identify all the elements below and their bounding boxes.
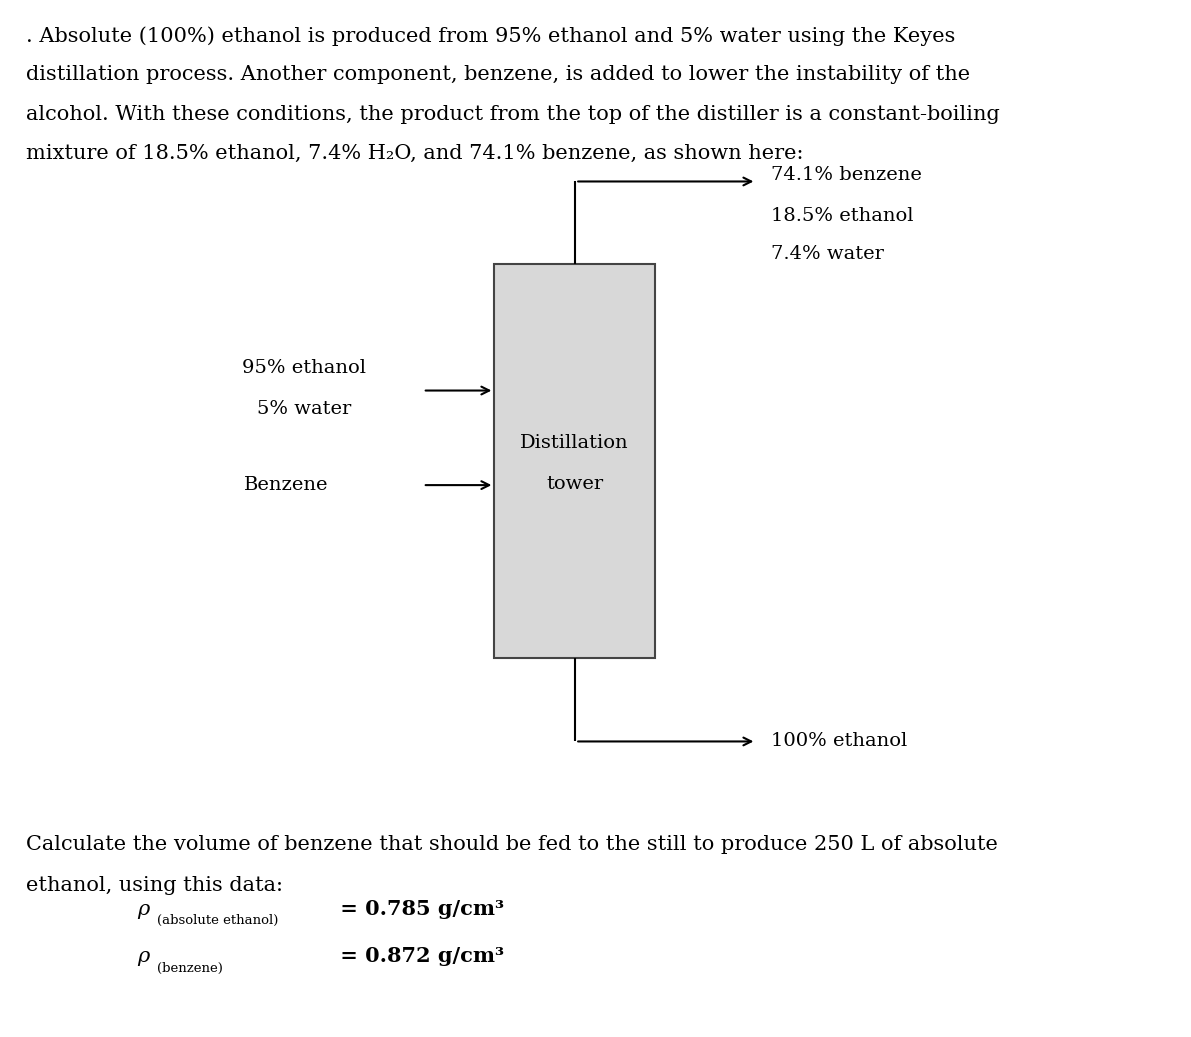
Text: 18.5% ethanol: 18.5% ethanol bbox=[771, 206, 913, 225]
Text: = 0.785 g/cm³: = 0.785 g/cm³ bbox=[333, 899, 505, 919]
Text: (benzene): (benzene) bbox=[157, 961, 223, 975]
Text: 5% water: 5% water bbox=[256, 400, 351, 418]
Text: distillation process. Another component, benzene, is added to lower the instabil: distillation process. Another component,… bbox=[26, 65, 971, 84]
Text: tower: tower bbox=[547, 475, 603, 494]
Text: = 0.872 g/cm³: = 0.872 g/cm³ bbox=[333, 947, 505, 966]
Text: 95% ethanol: 95% ethanol bbox=[242, 359, 366, 376]
Text: 7.4% water: 7.4% water bbox=[771, 245, 884, 263]
Text: ethanol, using this data:: ethanol, using this data: bbox=[26, 876, 283, 895]
Text: alcohol. With these conditions, the product from the top of the distiller is a c: alcohol. With these conditions, the prod… bbox=[26, 105, 1000, 123]
Text: mixture of 18.5% ethanol, 7.4% H₂O, and 74.1% benzene, as shown here:: mixture of 18.5% ethanol, 7.4% H₂O, and … bbox=[26, 144, 804, 163]
Text: (absolute ethanol): (absolute ethanol) bbox=[157, 914, 279, 927]
Text: ρ: ρ bbox=[137, 948, 149, 966]
Text: ρ: ρ bbox=[137, 900, 149, 919]
Text: . Absolute (100%) ethanol is produced from 95% ethanol and 5% water using the Ke: . Absolute (100%) ethanol is produced fr… bbox=[26, 26, 955, 46]
Text: Calculate the volume of benzene that should be fed to the still to produce 250 L: Calculate the volume of benzene that sho… bbox=[26, 835, 998, 853]
Text: 74.1% benzene: 74.1% benzene bbox=[771, 166, 922, 185]
Text: Benzene: Benzene bbox=[244, 476, 328, 494]
Bar bbox=[494, 264, 655, 658]
Text: 100% ethanol: 100% ethanol bbox=[771, 732, 906, 751]
Text: Distillation: Distillation bbox=[520, 433, 629, 452]
